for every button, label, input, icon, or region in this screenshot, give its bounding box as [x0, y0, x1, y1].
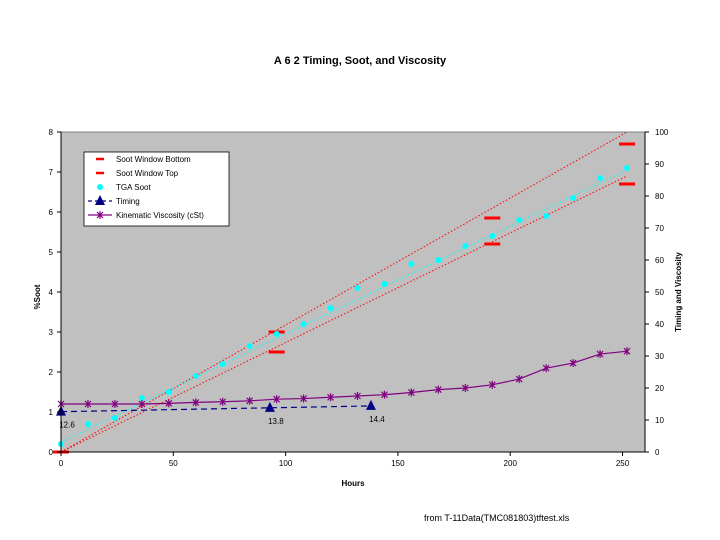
legend-marker	[97, 184, 103, 190]
y-tick-label-left: 4	[49, 288, 54, 297]
y-tick-label-left: 5	[49, 248, 54, 257]
series-line	[60, 405, 371, 413]
series-star	[57, 347, 631, 408]
data-point	[300, 394, 308, 403]
data-point	[192, 373, 199, 379]
legend-label: Timing	[116, 197, 140, 206]
y-tick-label-left: 0	[49, 448, 54, 457]
data-point	[408, 261, 415, 267]
data-point	[623, 347, 631, 356]
legend-marker	[95, 195, 105, 205]
legend-label: Soot Window Top	[116, 169, 179, 178]
y-tick-label-right: 80	[655, 192, 664, 201]
data-point	[327, 393, 334, 402]
data-point	[461, 384, 469, 392]
y-tick-label-right: 10	[655, 416, 664, 425]
data-point	[488, 380, 496, 389]
y-tick-label-right: 70	[655, 224, 664, 233]
data-point	[462, 243, 469, 249]
data-point	[84, 421, 91, 427]
x-tick-label: 100	[279, 459, 293, 468]
data-point	[515, 375, 523, 384]
y-tick-label-right: 90	[655, 160, 664, 169]
data-point	[381, 281, 388, 287]
data-point	[543, 213, 550, 219]
legend-box	[83, 151, 230, 227]
legend-label: Soot Window Bottom	[116, 155, 191, 164]
y-axis-label-right: Timing and Viscosity	[674, 252, 683, 332]
data-point	[569, 359, 577, 368]
series-line	[61, 350, 628, 405]
y-tick-label-right: 50	[655, 288, 664, 297]
data-label: 12.6	[59, 421, 75, 430]
data-point	[516, 217, 523, 223]
data-point	[354, 285, 361, 291]
data-label: 13.8	[268, 417, 284, 426]
y-tick-label-left: 2	[49, 368, 54, 377]
data-point	[264, 401, 275, 412]
data-point	[354, 392, 361, 400]
y-tick-label-left: 7	[49, 168, 54, 177]
x-tick-label: 0	[59, 459, 64, 468]
y-tick-label-right: 0	[655, 448, 660, 457]
legend: Soot Window Bottom Soot Window Top TGA Soo…	[83, 151, 230, 227]
data-point	[624, 165, 631, 171]
series-triangle: 12.6 13.8 14.4	[56, 399, 385, 430]
y-tick-label-right: 60	[655, 256, 664, 265]
data-label: 14.4	[369, 415, 385, 424]
y-tick-label-right: 40	[655, 320, 664, 329]
data-point	[273, 331, 280, 337]
y-tick-label-right: 100	[655, 128, 669, 137]
x-tick-label: 250	[616, 459, 630, 468]
y-tick-label-left: 1	[49, 408, 54, 417]
data-point	[570, 195, 577, 201]
data-point	[111, 415, 118, 421]
y-tick-label-left: 6	[49, 208, 54, 217]
legend-label: TGA Soot	[116, 183, 151, 192]
x-tick-label: 150	[391, 459, 405, 468]
data-point	[192, 398, 200, 407]
x-tick-label: 200	[504, 459, 518, 468]
data-point	[300, 321, 307, 327]
data-point	[111, 400, 119, 408]
data-point	[165, 399, 173, 408]
legend-label: Kinematic Viscosity (cSt)	[116, 211, 204, 220]
data-point	[138, 395, 145, 401]
data-point	[138, 400, 146, 408]
data-point	[407, 388, 415, 397]
data-point	[84, 400, 92, 408]
x-axis-label: Hours	[341, 479, 365, 488]
data-point	[273, 395, 281, 404]
source-note: from T-11Data(TMC081803)tftest.xls	[424, 513, 570, 523]
data-point	[219, 397, 227, 406]
y-tick-label-right: 30	[655, 352, 664, 361]
x-tick-label: 50	[169, 459, 178, 468]
y-tick-label-left: 8	[49, 128, 54, 137]
data-point	[246, 343, 253, 349]
data-point	[165, 389, 172, 395]
data-point	[365, 399, 376, 410]
data-point	[597, 175, 604, 181]
y-axis-label-left: %Soot	[33, 284, 42, 309]
chart-title: A 6 2 Timing, Soot, and Viscosity	[274, 55, 447, 67]
axes: 0 50 100 150 200 2500123456780102030405060708…	[49, 128, 669, 468]
data-point	[435, 257, 442, 263]
y-tick-label-right: 20	[655, 384, 664, 393]
y-tick-label-left: 3	[49, 328, 54, 337]
data-point	[596, 350, 604, 359]
data-point	[246, 396, 254, 405]
data-point	[542, 364, 550, 373]
data-point	[219, 361, 226, 367]
data-point	[489, 233, 496, 239]
legend-marker	[96, 211, 104, 219]
data-point	[381, 390, 388, 399]
data-point	[327, 305, 334, 311]
data-point	[434, 385, 442, 394]
